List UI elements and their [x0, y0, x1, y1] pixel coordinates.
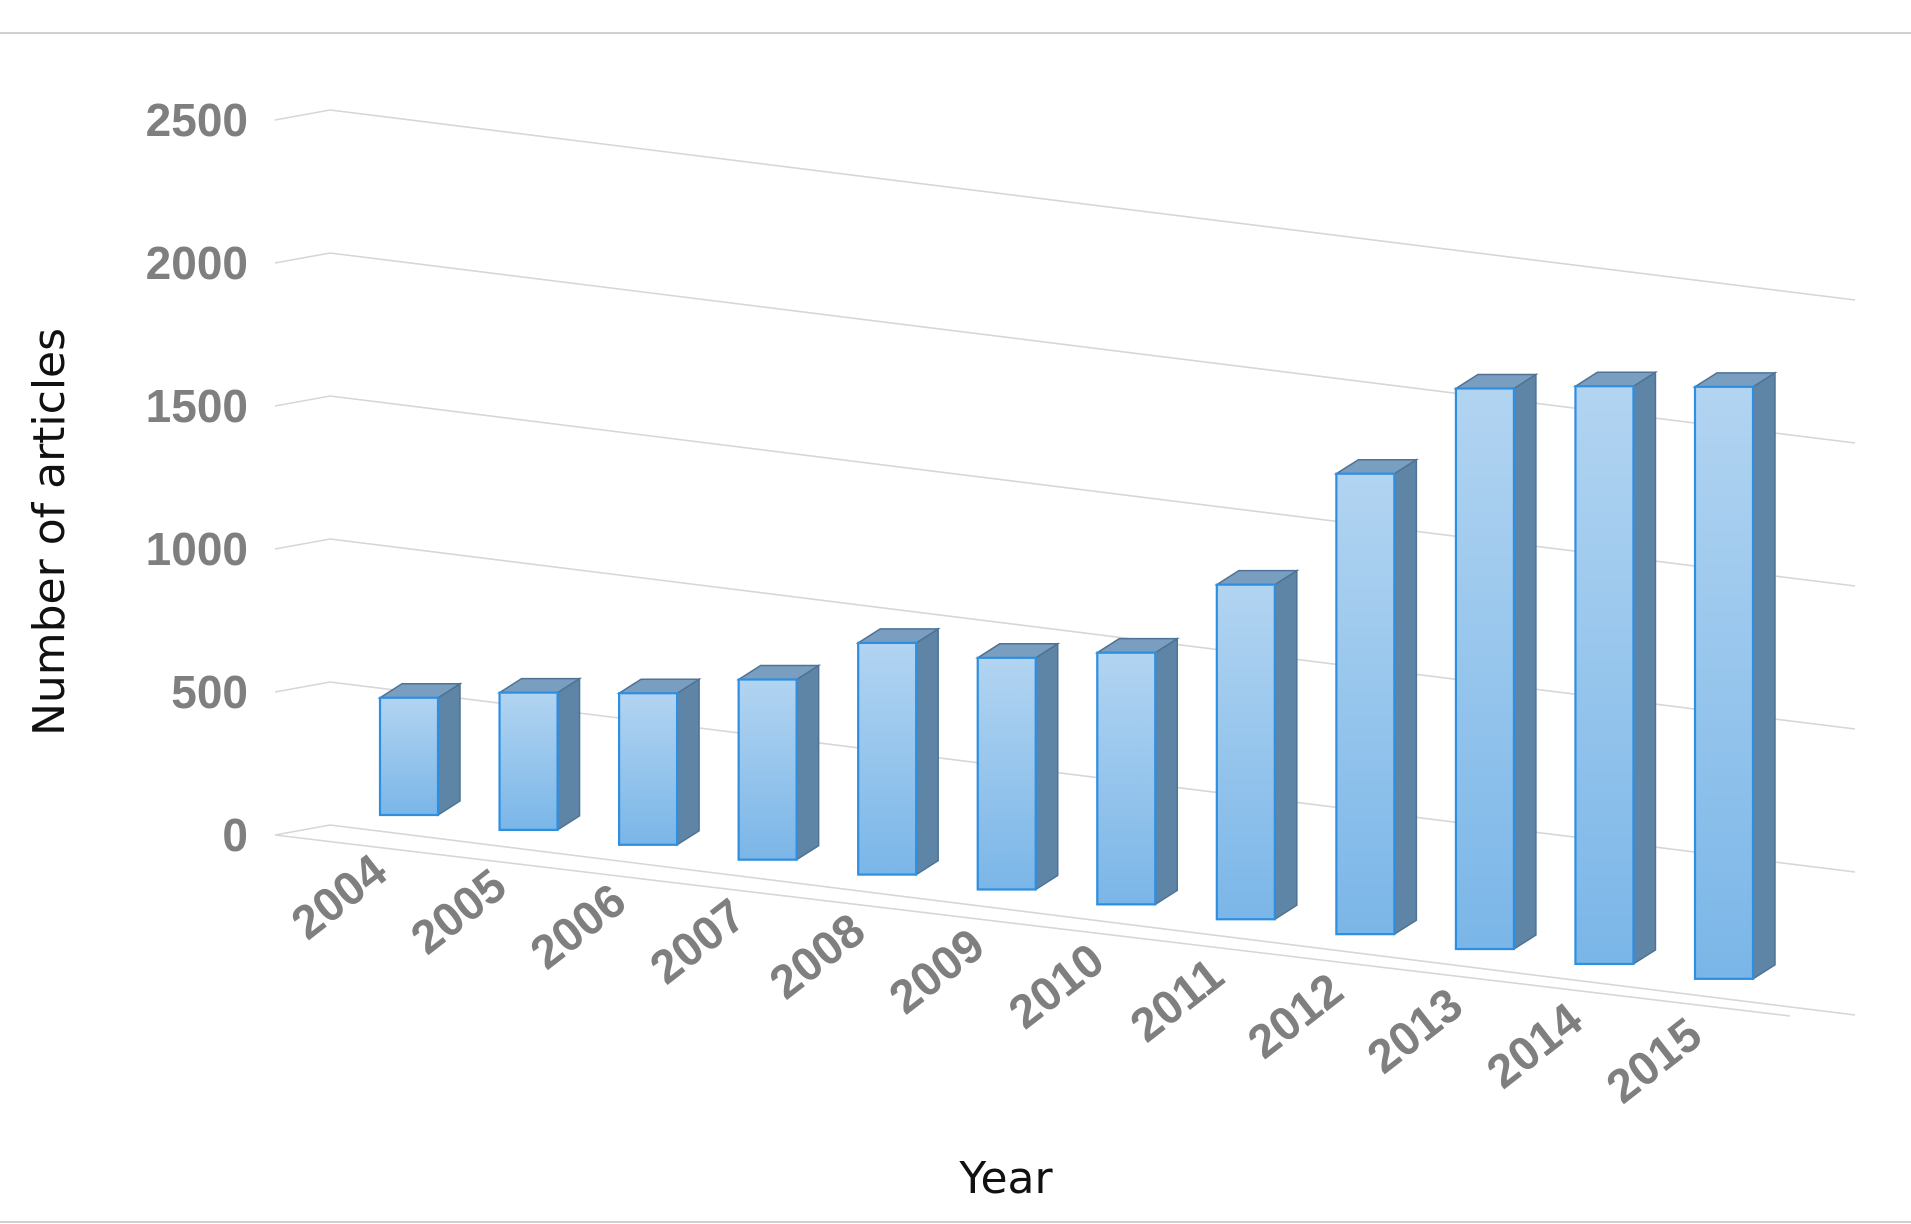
bars — [377, 370, 1778, 981]
bar-2010 — [1094, 637, 1180, 906]
y-tick-label: 0 — [222, 809, 248, 861]
bar-2012 — [1333, 458, 1419, 936]
gridline — [274, 252, 1856, 444]
y-axis-ticks: 0 500 1000 1500 2000 2500 — [146, 94, 248, 861]
bar-side-face — [1154, 637, 1179, 906]
bar-side-face — [915, 627, 939, 876]
y-tick-label: 2500 — [146, 94, 248, 146]
bar-front-face — [498, 691, 559, 831]
floor-edge — [274, 834, 1791, 1017]
bar-front-face — [976, 656, 1037, 891]
y-tick-label: 1500 — [146, 380, 248, 432]
x-tick-label: 2007 — [640, 888, 755, 994]
bar-front-face — [1335, 472, 1396, 936]
bar-side-face — [437, 682, 461, 817]
x-tick-label: 2008 — [759, 903, 874, 1009]
bar-front-face — [737, 678, 798, 861]
bar-front-face — [857, 641, 918, 876]
bar-side-face — [1632, 370, 1657, 966]
x-tick-label: 2014 — [1477, 992, 1592, 1098]
y-tick-label: 2000 — [146, 237, 248, 289]
x-tick-label: 2013 — [1357, 977, 1472, 1083]
gridline — [274, 824, 1856, 1016]
bar-2014 — [1572, 370, 1659, 966]
x-tick-label: 2009 — [879, 918, 994, 1024]
bar-2005 — [496, 677, 583, 832]
bar-2011 — [1214, 569, 1300, 921]
bar-2008 — [855, 627, 941, 876]
bar-front-face — [1574, 385, 1635, 966]
x-tick-label: 2004 — [281, 843, 396, 949]
y-tick-label: 500 — [171, 666, 248, 718]
y-axis-title: Number of articles — [24, 328, 75, 736]
x-tick-label: 2006 — [520, 873, 635, 979]
bar-front-face — [617, 692, 679, 846]
bar-side-face — [676, 677, 700, 847]
bar-2006 — [616, 677, 702, 847]
x-tick-label: 2005 — [401, 858, 516, 964]
x-tick-label: 2010 — [998, 932, 1113, 1038]
bar-front-face — [378, 696, 440, 817]
gridline — [274, 109, 1856, 301]
x-tick-label: 2015 — [1596, 1007, 1711, 1113]
bar-front-face — [1454, 387, 1516, 951]
bar-side-face — [1034, 642, 1059, 891]
bar-side-face — [1752, 371, 1776, 981]
bar-2015 — [1692, 371, 1778, 981]
bar-side-face — [795, 664, 820, 862]
bar-side-face — [1274, 569, 1298, 921]
x-tick-label: 2012 — [1237, 962, 1352, 1068]
bar-2004 — [377, 682, 463, 817]
x-tick-label: 2011 — [1120, 947, 1233, 1052]
gridlines — [274, 109, 1856, 1017]
bar-front-face — [1096, 651, 1157, 906]
bar-side-face — [1513, 373, 1537, 951]
x-axis-title: Year — [958, 1153, 1053, 1204]
bar-front-face — [1215, 583, 1276, 921]
bar-front-face — [1693, 385, 1755, 980]
bar-2013 — [1453, 373, 1539, 951]
bar-2007 — [736, 664, 822, 862]
y-tick-label: 1000 — [146, 523, 248, 575]
bar-2009 — [975, 642, 1061, 891]
bar-side-face — [1393, 458, 1418, 936]
bar-side-face — [556, 677, 581, 832]
